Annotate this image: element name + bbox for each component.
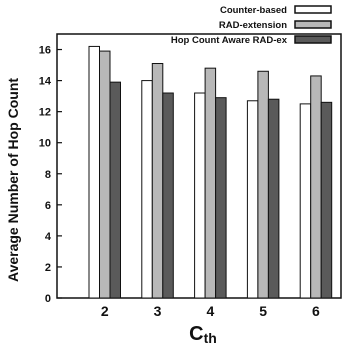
y-tick-label: 16 — [39, 45, 51, 57]
bar-hop-count-aware-rad-ex-6 — [320, 101, 333, 299]
bar-rad-extension-5 — [257, 70, 269, 299]
legend-label: Counter-based — [220, 5, 287, 16]
x-tick-label: 3 — [154, 303, 162, 319]
bar-rad-extension-4 — [204, 67, 217, 299]
legend-swatch — [294, 5, 332, 14]
y-tick-label: 2 — [45, 262, 51, 274]
legend-label: RAD-extension — [219, 20, 287, 31]
y-tick-label: 0 — [45, 293, 51, 305]
bar-counter-based-2 — [88, 45, 100, 299]
bar-rad-extension-2 — [99, 50, 111, 299]
legend-swatch — [294, 35, 332, 44]
bar-hop-count-aware-rad-ex-5 — [267, 98, 280, 299]
x-axis-label: Cth — [189, 323, 217, 346]
y-tick-label: 12 — [39, 107, 51, 119]
bar-rad-extension-3 — [151, 63, 164, 299]
x-tick-label: 5 — [259, 303, 267, 319]
bar-rad-extension-6 — [310, 75, 322, 299]
legend-label: Hop Count Aware RAD-ex — [171, 35, 288, 46]
y-tick-label: 10 — [39, 138, 51, 150]
legend: Counter-based RAD-extension Hop Count Awar… — [171, 5, 332, 46]
y-tick-label: 8 — [45, 169, 51, 181]
y-tick-label: 4 — [45, 231, 52, 243]
legend-swatch — [294, 20, 332, 29]
x-tick-label: 2 — [101, 303, 109, 319]
y-tick-label: 14 — [39, 76, 52, 88]
x-tick-label: 4 — [206, 303, 214, 319]
y-axis-label: Average Number of Hop Count — [5, 78, 21, 282]
bar-counter-based-5 — [246, 100, 259, 299]
plot-area: 0 2 4 6 8 10 12 14 16 2 3 4 5 6 — [39, 33, 342, 319]
bar-counter-based-6 — [299, 103, 312, 299]
bar-hop-count-aware-rad-ex-4 — [215, 97, 227, 299]
bar-hop-count-aware-rad-ex-2 — [109, 81, 121, 299]
bar-counter-based-4 — [194, 92, 206, 299]
y-tick-label: 6 — [45, 200, 51, 212]
bar-hop-count-aware-rad-ex-3 — [162, 92, 174, 299]
x-tick-label: 6 — [312, 303, 320, 319]
bar-counter-based-3 — [141, 80, 153, 299]
